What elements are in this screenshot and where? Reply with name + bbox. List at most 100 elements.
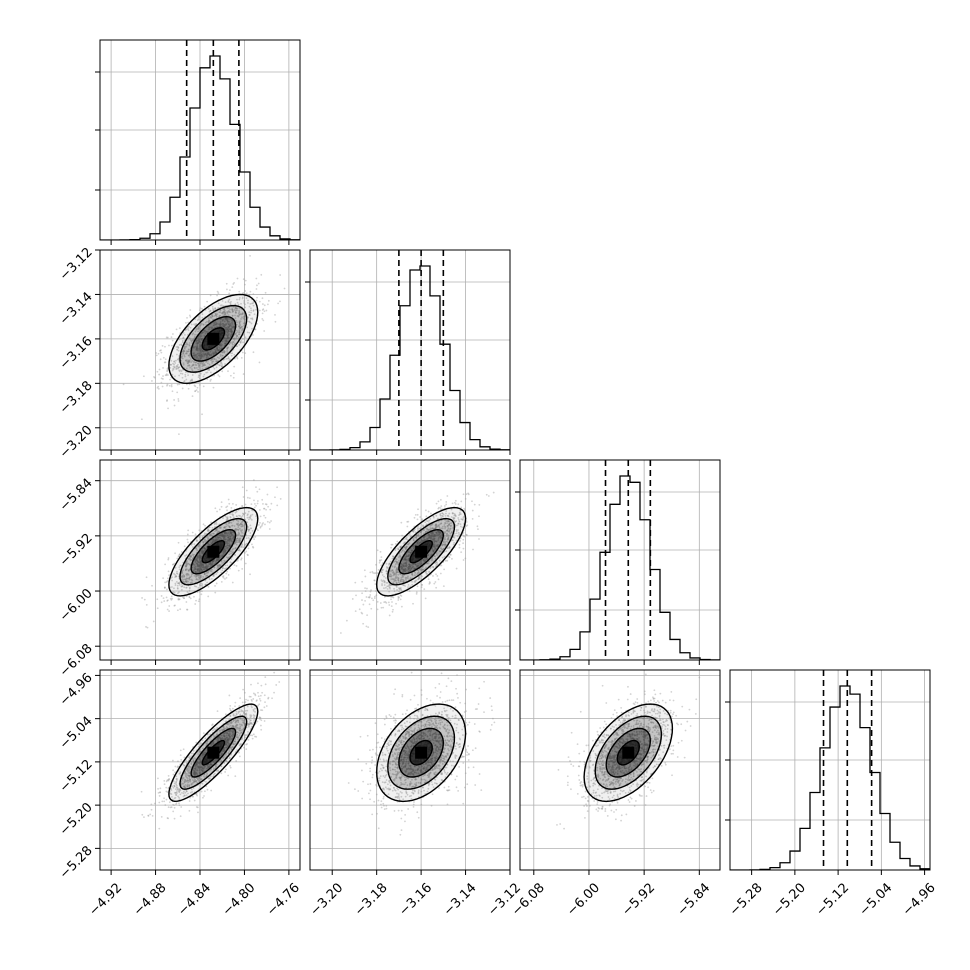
sample-point bbox=[423, 535, 426, 538]
sample-point bbox=[221, 319, 224, 321]
sample-point bbox=[237, 719, 240, 722]
sample-point bbox=[225, 532, 228, 535]
sample-point bbox=[391, 578, 394, 580]
sample-point bbox=[435, 544, 438, 547]
sample-point bbox=[239, 327, 242, 330]
sample-point bbox=[229, 544, 231, 547]
sample-point bbox=[432, 538, 434, 541]
sample-point bbox=[211, 540, 214, 543]
sample-point bbox=[202, 364, 205, 366]
sample-point bbox=[373, 572, 376, 575]
sample-point bbox=[226, 570, 228, 573]
sample-point bbox=[252, 546, 255, 549]
sample-point bbox=[196, 559, 198, 562]
sample-point bbox=[441, 527, 444, 530]
sample-point bbox=[432, 527, 435, 530]
sample-point bbox=[209, 562, 212, 564]
sample-point bbox=[459, 537, 462, 540]
sample-point bbox=[212, 309, 215, 312]
scatter-panel-2-0 bbox=[95, 459, 301, 665]
sample-point bbox=[225, 506, 228, 509]
sample-point bbox=[201, 769, 203, 772]
sample-point bbox=[215, 315, 218, 318]
sample-point bbox=[257, 691, 259, 694]
sample-point bbox=[425, 558, 428, 560]
sample-point bbox=[460, 506, 463, 509]
sample-point bbox=[235, 543, 238, 546]
sample-point bbox=[212, 742, 215, 745]
sample-point bbox=[433, 555, 436, 558]
sample-point bbox=[241, 544, 243, 547]
sample-point bbox=[160, 351, 163, 354]
sample-point bbox=[231, 326, 234, 329]
sample-point bbox=[449, 532, 452, 535]
sample-point bbox=[276, 486, 278, 489]
sample-point bbox=[232, 283, 235, 285]
sample-point bbox=[200, 324, 202, 326]
sample-point bbox=[428, 533, 430, 536]
sample-point bbox=[197, 328, 199, 331]
sample-point bbox=[385, 566, 388, 568]
sample-point bbox=[395, 561, 398, 563]
sample-point bbox=[228, 525, 231, 528]
sample-point bbox=[388, 583, 391, 586]
sample-point bbox=[385, 570, 388, 573]
sample-point bbox=[226, 288, 228, 291]
sample-point bbox=[388, 586, 391, 589]
sample-point bbox=[187, 577, 189, 580]
sample-point bbox=[226, 320, 229, 323]
sample-point bbox=[446, 538, 449, 541]
sample-point bbox=[433, 548, 436, 551]
sample-point bbox=[212, 735, 215, 737]
sample-point bbox=[433, 539, 436, 542]
sample-point bbox=[206, 574, 209, 577]
sample-point bbox=[182, 578, 185, 581]
sample-point bbox=[234, 307, 237, 310]
sample-point bbox=[242, 513, 245, 516]
sample-point bbox=[222, 318, 225, 321]
sample-point bbox=[173, 604, 176, 607]
sample-point bbox=[207, 565, 210, 567]
sample-point bbox=[270, 502, 273, 505]
sample-point bbox=[231, 321, 233, 324]
sample-point bbox=[187, 771, 190, 774]
sample-point bbox=[231, 524, 234, 527]
sample-point bbox=[428, 528, 431, 531]
sample-point bbox=[197, 354, 200, 357]
sample-point bbox=[158, 368, 161, 371]
sample-point bbox=[225, 567, 228, 570]
sample-point bbox=[153, 376, 156, 379]
sample-point bbox=[235, 337, 238, 340]
sample-point bbox=[440, 516, 443, 519]
sample-point bbox=[213, 357, 216, 360]
sample-point bbox=[426, 537, 428, 540]
sample-point bbox=[185, 581, 188, 584]
sample-point bbox=[176, 383, 179, 386]
sample-point bbox=[435, 524, 438, 527]
sample-point bbox=[406, 559, 408, 561]
sample-point bbox=[178, 802, 180, 805]
sample-point bbox=[244, 303, 246, 306]
sample-point bbox=[220, 342, 222, 345]
sample-point bbox=[236, 335, 239, 337]
sample-point bbox=[171, 339, 174, 342]
sample-point bbox=[214, 560, 217, 563]
sample-point bbox=[178, 798, 181, 801]
sample-point bbox=[236, 534, 239, 537]
sample-point bbox=[188, 558, 191, 561]
sample-point bbox=[255, 288, 258, 290]
sample-point bbox=[244, 352, 247, 355]
sample-point bbox=[378, 561, 381, 564]
sample-point bbox=[380, 606, 383, 609]
sample-point bbox=[167, 407, 169, 410]
sample-point bbox=[240, 339, 243, 342]
sample-point bbox=[231, 307, 234, 310]
sample-point bbox=[184, 580, 187, 583]
sample-point bbox=[212, 559, 215, 562]
sample-point bbox=[188, 344, 191, 346]
sample-point bbox=[370, 589, 372, 592]
sample-point bbox=[402, 581, 405, 583]
sample-point bbox=[405, 555, 408, 558]
sample-point bbox=[240, 326, 242, 329]
